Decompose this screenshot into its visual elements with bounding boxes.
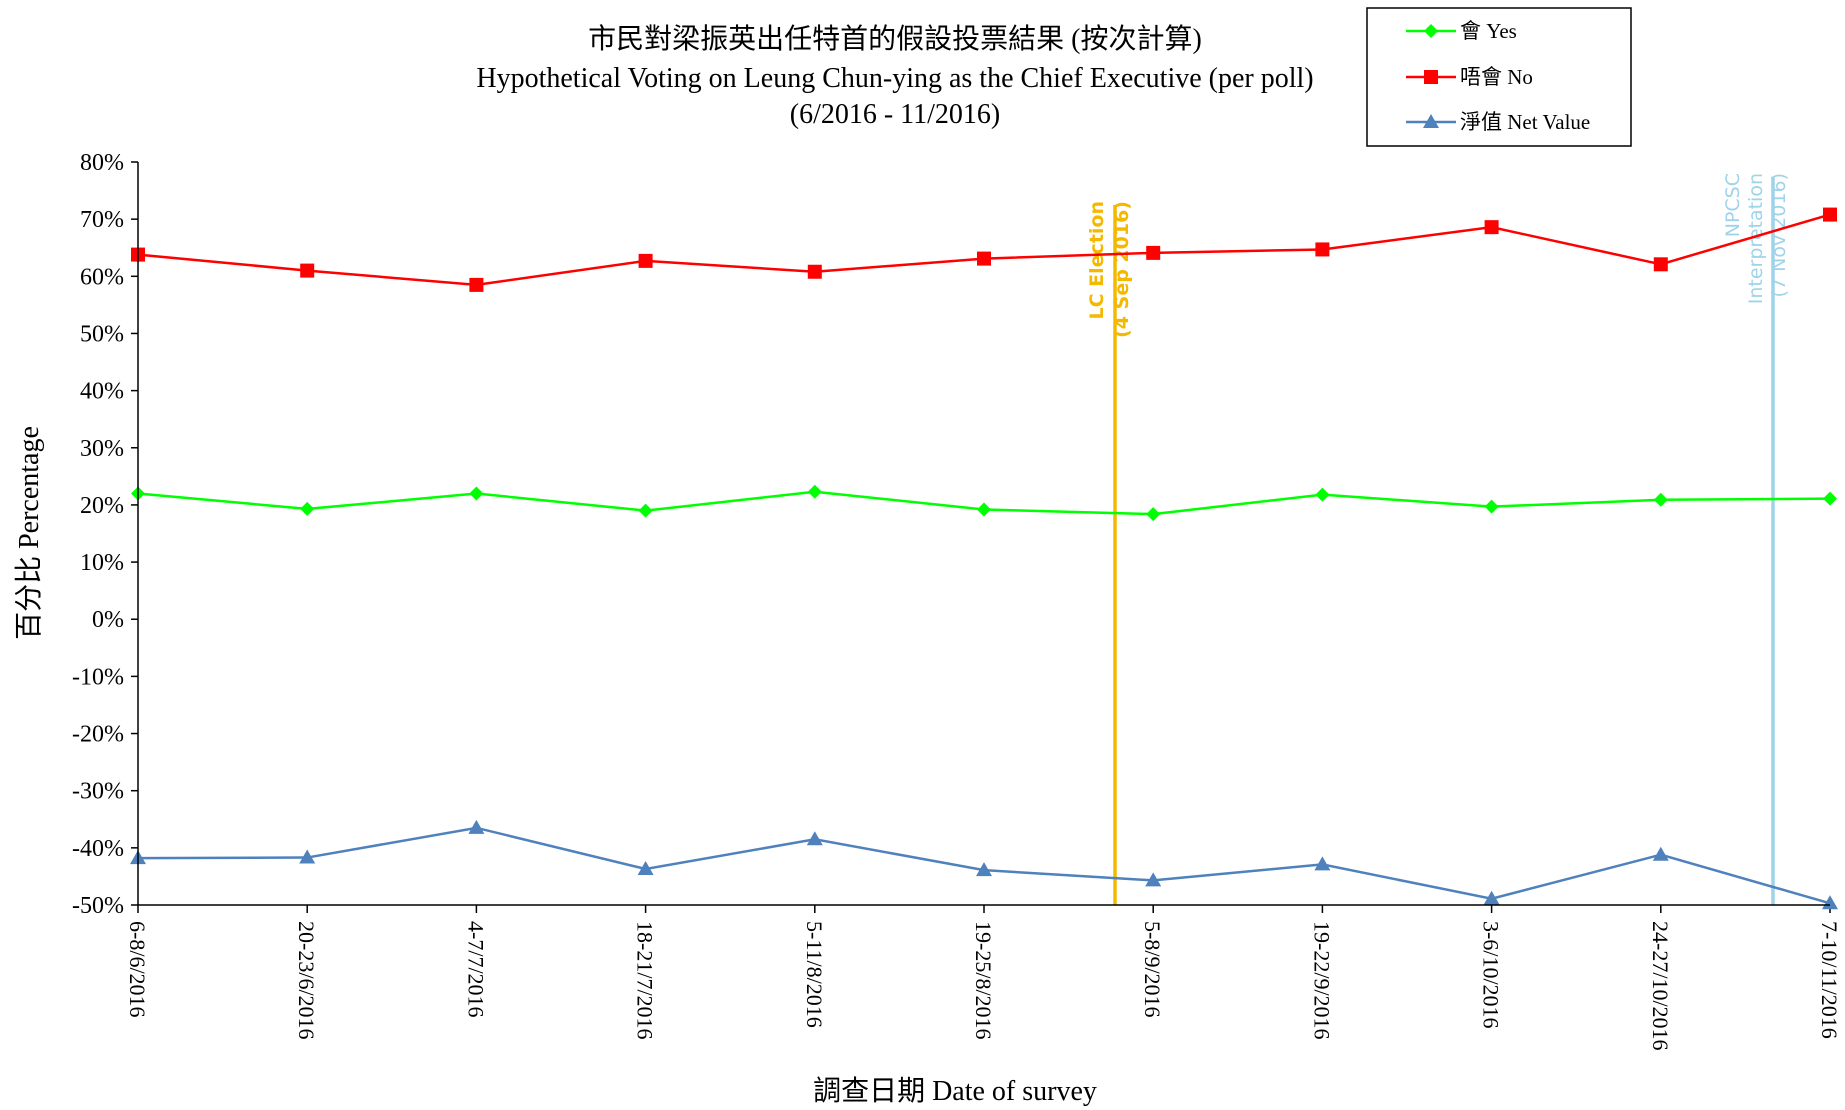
- data-point-no: [300, 263, 315, 278]
- data-point-yes: [1484, 499, 1499, 514]
- annotation-label: NPCSC: [1722, 173, 1744, 237]
- data-point-yes: [300, 501, 315, 516]
- data-point-net-value: [976, 862, 992, 877]
- y-tick-label: 80%: [80, 150, 124, 176]
- data-point-no: [1484, 220, 1499, 235]
- data-point-yes: [977, 502, 991, 517]
- data-point-yes: [638, 503, 653, 518]
- x-axis-ticks: 6-8/6/2016 20-23/6/2016 4-7/7/2016 18-21/7/…: [125, 905, 1842, 1051]
- y-tick-label: 60%: [80, 264, 124, 290]
- series-no: [131, 207, 1837, 292]
- x-tick-label: 20-23/6/2016: [294, 921, 319, 1040]
- legend: 會 Yes 唔會 No 淨值 Net Value: [1366, 7, 1632, 147]
- y-tick-label: 0%: [92, 607, 124, 633]
- x-axis-label: 調查日期 Date of survey: [813, 1075, 1097, 1107]
- data-point-no: [1315, 242, 1330, 257]
- data-point-yes: [1653, 492, 1668, 507]
- y-tick-label: 70%: [80, 207, 124, 233]
- data-point-yes: [807, 484, 822, 499]
- y-tick-label: 20%: [80, 493, 124, 519]
- x-tick-label: 19-22/9/2016: [1309, 921, 1334, 1040]
- data-point-yes: [1823, 491, 1837, 506]
- y-tick-label: -50%: [72, 893, 124, 919]
- annotation-label: (4 Sep 2016): [1111, 201, 1133, 338]
- data-point-no: [977, 251, 991, 266]
- x-tick-label: 4-7/7/2016: [463, 921, 488, 1018]
- chart-date-range: (6/2016 - 11/2016): [790, 99, 1001, 130]
- x-tick-label: 19-25/8/2016: [971, 921, 996, 1040]
- x-tick-label: 24-27/10/2016: [1648, 921, 1673, 1051]
- annotations: LC Election (4 Sep 2016) NPCSC Interpretati…: [1086, 173, 1790, 905]
- legend-label-net-value: 淨值 Net Value: [1460, 110, 1590, 134]
- y-tick-label: 40%: [80, 379, 124, 405]
- x-tick-label: 6-8/6/2016: [125, 921, 150, 1018]
- legend-swatch-marker: [1423, 114, 1439, 128]
- y-tick-label: -30%: [72, 779, 124, 805]
- series-net-value: [130, 819, 1838, 910]
- y-tick-label: 10%: [80, 550, 124, 576]
- data-point-no: [807, 264, 822, 279]
- x-tick-label: 18-21/7/2016: [633, 921, 658, 1040]
- chart-subtitle: Hypothetical Voting on Leung Chun-ying a…: [476, 63, 1313, 94]
- data-point-net-value: [1652, 846, 1669, 861]
- annotation-label: (7 Nov 2016): [1768, 173, 1790, 297]
- y-tick-label: 50%: [80, 321, 124, 347]
- y-tick-label: 30%: [80, 436, 124, 462]
- data-point-net-value: [468, 819, 485, 834]
- x-tick-label: 7-10/11/2016: [1817, 921, 1842, 1039]
- data-point-no: [638, 253, 653, 268]
- data-point-no: [1653, 257, 1668, 272]
- data-point-net-value: [637, 860, 654, 875]
- data-point-no: [469, 277, 484, 292]
- data-point-yes: [1146, 507, 1161, 522]
- y-axis-ticks: 80% 70% 60% 50% 40% 30% 20% 10% 0% -10% -20% -30% -4…: [72, 150, 138, 919]
- legend-label-no: 唔會 No: [1460, 65, 1533, 89]
- data-point-yes: [469, 486, 484, 501]
- series-line-no: [137, 213, 1831, 287]
- data-point-net-value: [299, 849, 316, 864]
- annotation-label: Interpretation: [1745, 173, 1767, 304]
- annotation-label: LC Election: [1086, 201, 1108, 319]
- data-point-no: [1823, 207, 1837, 222]
- y-tick-label: -10%: [72, 664, 124, 690]
- chart-title: 市民對梁振英出任特首的假設投票結果 (按次計算): [588, 23, 1202, 55]
- legend-label-yes: 會 Yes: [1460, 19, 1517, 43]
- x-tick-label: 5-11/8/2016: [802, 921, 827, 1028]
- y-tick-label: -40%: [72, 836, 124, 862]
- series-yes: [131, 484, 1837, 522]
- series-layer: [130, 207, 1838, 910]
- data-point-yes: [1315, 487, 1330, 502]
- data-point-net-value: [1145, 872, 1162, 887]
- data-point-net-value: [1483, 890, 1500, 905]
- data-point-net-value: [1822, 895, 1838, 910]
- y-axis-label: 百分比 Percentage: [13, 426, 45, 640]
- x-tick-label: 5-8/9/2016: [1140, 921, 1165, 1018]
- legend-swatch-marker: [1424, 24, 1438, 38]
- data-point-no: [1146, 245, 1161, 260]
- data-point-net-value: [1314, 856, 1331, 871]
- y-tick-label: -20%: [72, 722, 124, 748]
- legend-swatch-marker: [1424, 70, 1438, 84]
- x-tick-label: 3-6/10/2016: [1479, 921, 1504, 1029]
- data-point-net-value: [806, 831, 823, 846]
